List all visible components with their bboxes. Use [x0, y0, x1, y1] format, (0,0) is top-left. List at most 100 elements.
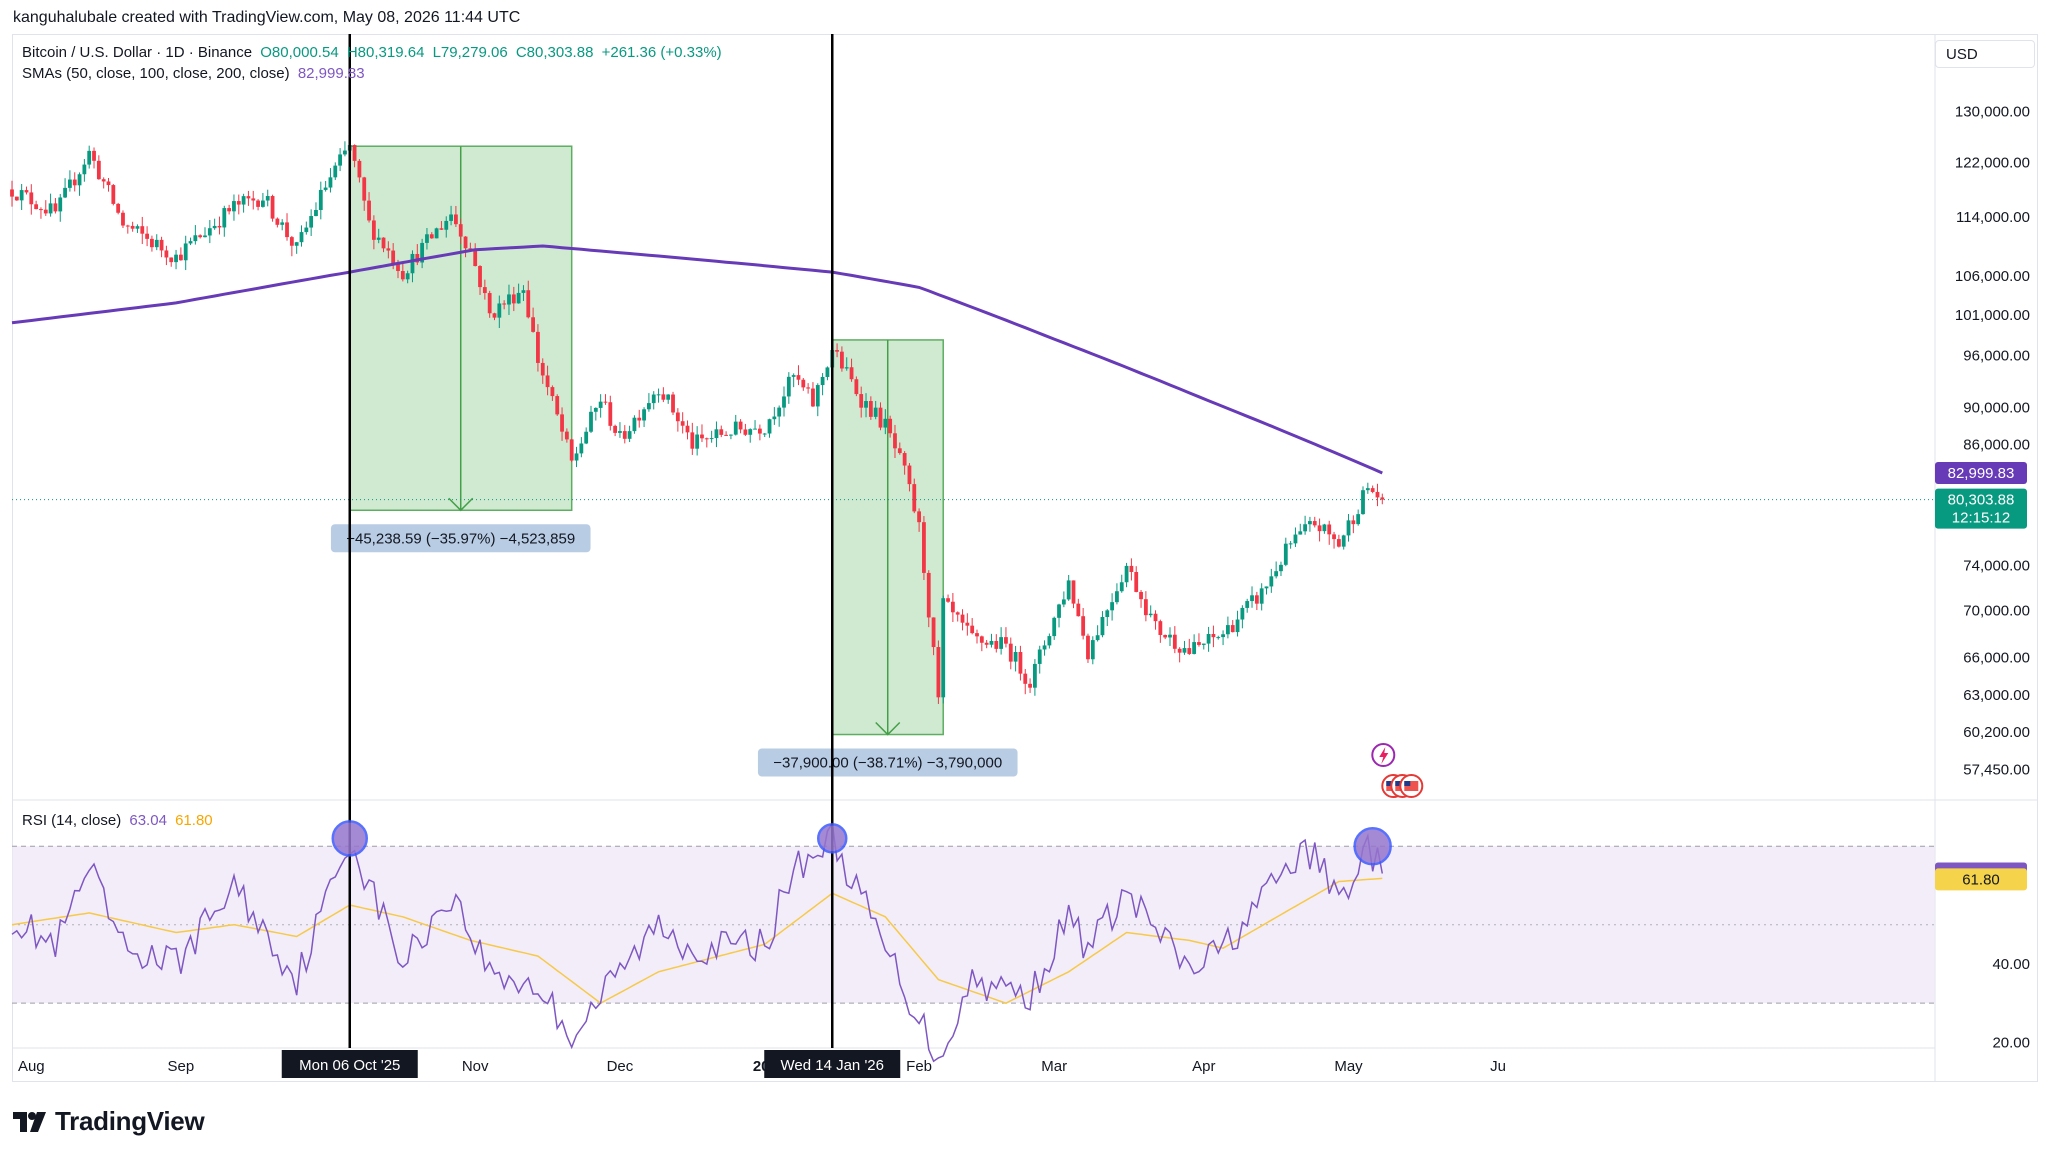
chart-attribution: kanguhalubale created with TradingView.c… — [13, 9, 521, 26]
candle-body — [53, 203, 58, 212]
candle-body — [796, 375, 801, 380]
candle-body — [762, 433, 767, 435]
candle-body — [1206, 634, 1211, 644]
candle-body — [415, 253, 420, 263]
candle-body — [1086, 635, 1090, 660]
candle-body — [275, 218, 280, 225]
candle-body — [294, 242, 299, 246]
currency-button[interactable]: USD — [1935, 40, 2035, 68]
candle-body — [984, 642, 989, 645]
time-tick-label-9: Ju — [1490, 1058, 1506, 1075]
candle-body — [183, 243, 188, 261]
candle-body — [955, 612, 960, 615]
candle-body — [357, 160, 362, 178]
candle-body — [63, 187, 67, 198]
sma-legend: SMAs (50, close, 100, close, 200, close)… — [22, 65, 369, 82]
candle-body — [1081, 616, 1086, 636]
candle-body — [994, 640, 999, 649]
candle-body — [1037, 649, 1042, 664]
candle-body — [598, 401, 603, 408]
candle-body — [849, 367, 854, 380]
candle-body — [1119, 582, 1124, 592]
candle-body — [1327, 524, 1332, 535]
candle-body — [87, 150, 92, 165]
sma-200-line — [11, 244, 1383, 475]
candle-body — [902, 453, 907, 466]
candle-body — [603, 401, 608, 403]
candle-body — [154, 239, 159, 248]
legend-close: C80,303.88 — [515, 44, 594, 61]
candle-body — [647, 403, 651, 410]
candle-body — [82, 164, 87, 175]
rsi-legend-label[interactable]: RSI (14, close) — [22, 812, 122, 829]
measure-arrow-head-0 — [448, 497, 474, 512]
candle-body — [101, 179, 106, 182]
price-tick-label-9: 70,000.00 — [1963, 602, 2030, 619]
candle-body — [434, 228, 439, 239]
candle-body — [608, 402, 613, 426]
candle-body — [58, 197, 63, 212]
tradingview-logo: TradingView — [13, 1106, 205, 1137]
candle-body — [1018, 651, 1023, 674]
candle-body — [637, 417, 642, 421]
candle-body — [130, 225, 135, 229]
time-tick-label-1: Sep — [168, 1058, 195, 1075]
rsi-line — [11, 820, 1384, 1063]
rsi-highlight-circle-2 — [1353, 826, 1392, 866]
candle-body — [444, 220, 449, 230]
candle-body — [680, 421, 685, 426]
candle-body — [897, 448, 902, 454]
candle-body — [1216, 637, 1221, 639]
candle-body — [1090, 640, 1095, 660]
rsi-tick-label-0: 40.00 — [1992, 956, 2030, 973]
candle-body — [661, 394, 666, 400]
candle-body — [314, 209, 318, 217]
time-tick-label-5: Feb — [906, 1058, 932, 1075]
candle-body — [338, 154, 342, 166]
candle-body — [811, 388, 815, 407]
candle-body — [72, 179, 77, 186]
candle-body — [285, 222, 289, 238]
candle-body — [1283, 543, 1288, 565]
candle-body — [400, 270, 405, 280]
candle-body — [844, 367, 849, 369]
candle-body — [261, 200, 265, 207]
candle-body — [709, 438, 714, 440]
price-tick-label-4: 101,000.00 — [1955, 307, 2030, 324]
candle-body — [246, 196, 251, 199]
candle-body — [555, 396, 560, 415]
candle-body — [1134, 571, 1139, 592]
candle-body — [511, 294, 516, 304]
candle-body — [584, 431, 589, 444]
candle-body — [1380, 497, 1385, 500]
legend-low: L79,279.06 — [432, 44, 508, 61]
sma-legend-label[interactable]: SMAs (50, close, 100, close, 200, close) — [22, 65, 290, 82]
candle-body — [1250, 595, 1254, 602]
candle-body — [550, 387, 555, 397]
candle-body — [950, 601, 955, 613]
candle-body — [48, 203, 53, 214]
candle-body — [574, 453, 579, 461]
legend-symbol[interactable]: Bitcoin / U.S. Dollar · 1D · Binance — [22, 44, 253, 61]
candle-body — [1361, 490, 1365, 515]
candle-body — [1033, 663, 1037, 688]
candle-body — [323, 187, 328, 190]
candle-body — [733, 421, 738, 435]
time-tick-label-6: Mar — [1041, 1058, 1067, 1075]
candle-body — [10, 189, 14, 197]
candle-body — [835, 350, 839, 352]
candle-body — [386, 248, 391, 251]
rsi-highlight-circle-0 — [331, 820, 368, 857]
candle-body — [352, 145, 357, 161]
candle-body — [318, 189, 323, 210]
candle-body — [376, 237, 381, 240]
candle-body — [473, 249, 478, 267]
candle-body — [1264, 586, 1269, 589]
candle-body — [729, 434, 733, 436]
candle-body — [618, 431, 622, 433]
legend-high: H80,319.64 — [346, 44, 425, 61]
event-flag-canton-0 — [1386, 781, 1393, 786]
candle-body — [1201, 643, 1206, 645]
candle-body — [1129, 565, 1134, 572]
